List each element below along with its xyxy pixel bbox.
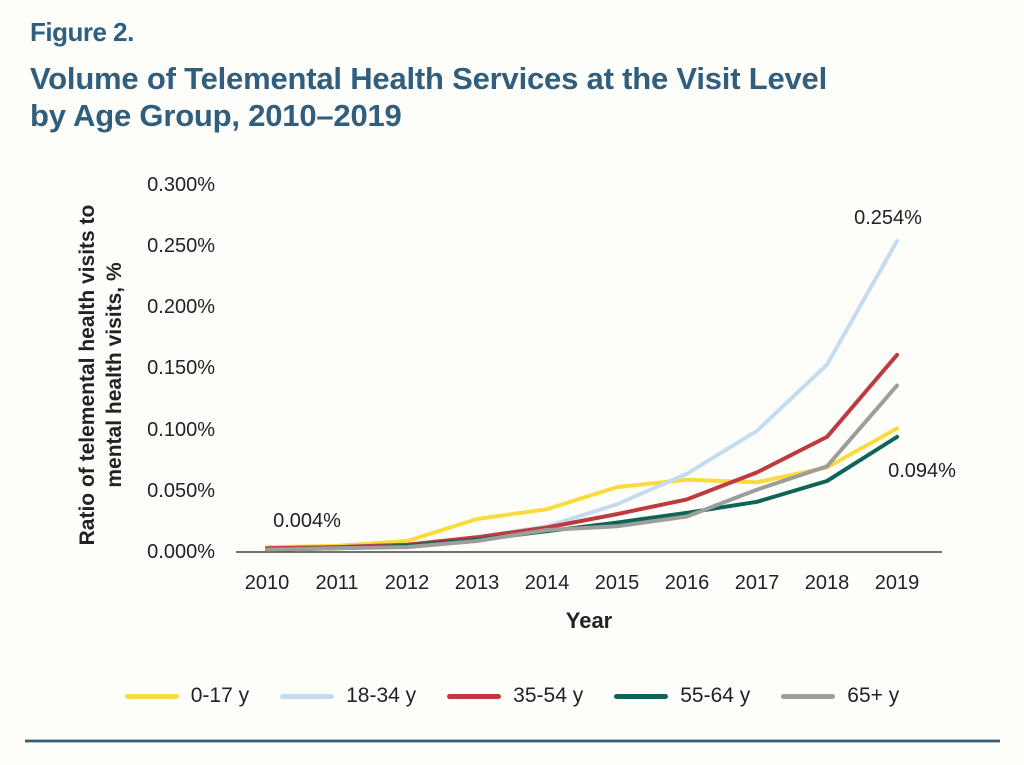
x-tick-label-2015: 2015 (594, 572, 640, 594)
legend-swatch-55-64-y (614, 693, 669, 699)
x-tick-label-2016: 2016 (664, 572, 710, 594)
x-tick-label-2011: 2011 (315, 572, 359, 594)
legend-swatch-35-54-y (447, 693, 502, 699)
y-tick-label-0.300: 0.300% (147, 173, 215, 196)
legend-item-55-64-y: 55-64 y (614, 684, 750, 708)
legend-item-35-54-y: 35-54 y (447, 684, 583, 708)
legend-swatch-65-y (781, 693, 836, 699)
x-tick-label-2019: 2019 (874, 572, 920, 594)
x-axis-title: Year (565, 608, 613, 633)
legend-swatch-0-17-y (124, 693, 179, 699)
x-tick-label-2017: 2017 (734, 572, 780, 594)
y-tick-label-0.000: 0.000% (147, 541, 215, 563)
annotation-18-34-2019-value: 0.254% (854, 207, 922, 229)
y-tick-label-0.150: 0.150% (147, 357, 215, 380)
x-tick-label-2012: 2012 (384, 572, 430, 594)
legend-item-65-y: 65+ y (781, 684, 899, 708)
series-line-18-34-y (265, 239, 899, 551)
y-tick-label-0.050: 0.050% (147, 479, 215, 502)
x-tick-label-2014: 2014 (524, 572, 570, 594)
figure-label: Figure 2. (30, 17, 134, 47)
figure-title-line-1: Volume of Telemental Health Services at … (30, 61, 828, 96)
y-tick-label-0.250: 0.250% (147, 235, 215, 257)
bottom-rule (25, 739, 1000, 743)
annotation-55-64-2019-value: 0.094% (888, 460, 956, 482)
legend-item-18-34-y: 18-34 y (280, 684, 416, 708)
x-tick-label-2018: 2018 (804, 572, 850, 594)
x-tick-label-2013: 2013 (454, 572, 500, 594)
legend-label-0-17-y: 0-17 y (190, 684, 250, 707)
legend-label-55-64-y: 55-64 y (680, 684, 751, 707)
legend-label-65-y: 65+ y (847, 684, 900, 707)
y-tick-label-0.100: 0.100% (147, 418, 215, 441)
annotation-2010-value: 0.004% (273, 510, 341, 532)
figure-title-line-2: by Age Group, 2010–2019 (30, 98, 402, 133)
legend-label-18-34-y: 18-34 y (346, 684, 417, 707)
legend-swatch-18-34-y (280, 693, 335, 699)
legend: 0-17 y 18-34 y 35-54 y 55-64 y 65+ y (0, 682, 1024, 710)
legend-label-35-54-y: 35-54 y (513, 684, 584, 707)
y-tick-label-0.200: 0.200% (147, 296, 215, 319)
series-line-0-17-y (265, 426, 899, 550)
legend-item-0-17-y: 0-17 y (124, 684, 250, 708)
x-tick-label-2010: 2010 (244, 572, 290, 594)
series-line-65-y (265, 383, 899, 552)
figure-title: Volume of Telemental Health Services at … (30, 60, 990, 134)
